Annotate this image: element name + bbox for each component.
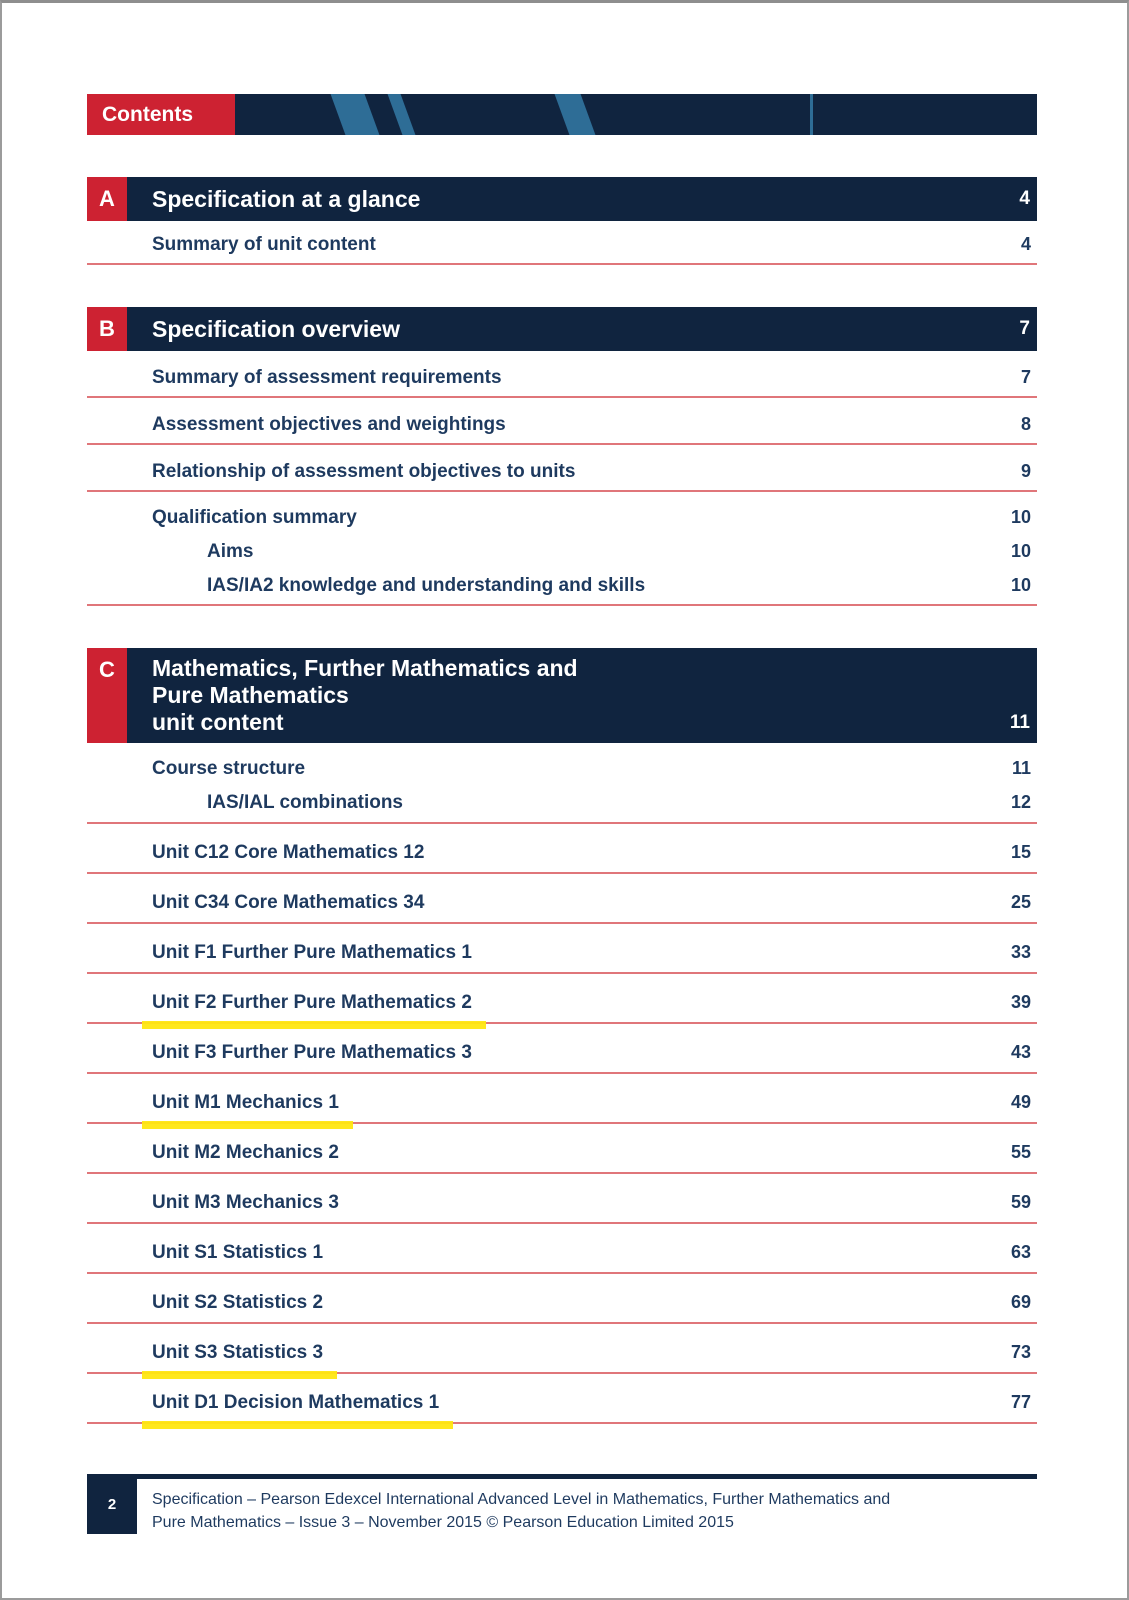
section-title: Mathematics, Further Mathematics and Pur… xyxy=(127,648,591,743)
section-letter-badge: C xyxy=(87,648,127,743)
contents-header-bar: Contents xyxy=(87,94,1037,135)
toc-item[interactable]: Unit C34 Core Mathematics 34 25 xyxy=(87,874,1037,924)
toc-item[interactable]: Unit F2 Further Pure Mathematics 2 39 xyxy=(87,974,1037,1029)
toc-item[interactable]: Qualification summary 10 xyxy=(87,492,1037,528)
section-b-bar: B Specification overview 7 xyxy=(87,307,1037,351)
toc-item[interactable]: Unit F3 Further Pure Mathematics 3 43 xyxy=(87,1024,1037,1074)
toc-item-label: Assessment objectives and weightings xyxy=(152,414,506,435)
section-letter-badge: A xyxy=(87,177,127,221)
toc-item-label: IAS/IAL combinations xyxy=(207,792,404,813)
toc-item[interactable]: Unit S3 Statistics 3 73 xyxy=(87,1324,1037,1379)
section-title-line: Specification overview xyxy=(152,315,400,342)
toc-item-page: 77 xyxy=(1010,1392,1031,1412)
section-b-items: Summary of assessment requirements 7 Ass… xyxy=(87,351,1037,606)
section-c: C Mathematics, Further Mathematics and P… xyxy=(87,648,1037,1429)
section-a: A Specification at a glance 4 Summary of… xyxy=(87,177,1037,265)
section-title: Specification overview xyxy=(127,307,591,351)
page-content: Contents A Specification at a glance 4 S… xyxy=(87,94,1037,1534)
toc-item[interactable]: Unit D1 Decision Mathematics 1 77 xyxy=(87,1374,1037,1429)
toc-item[interactable]: Unit M1 Mechanics 1 49 xyxy=(87,1074,1037,1129)
toc-item-label: Unit S3 Statistics 3 xyxy=(87,1342,338,1379)
toc-item-page: 25 xyxy=(1010,892,1031,912)
section-letter-badge: B xyxy=(87,307,127,351)
toc-item-label: Unit F2 Further Pure Mathematics 2 xyxy=(87,992,486,1029)
toc-item-page: 59 xyxy=(1010,1192,1031,1212)
toc-item-label: Unit S2 Statistics 2 xyxy=(152,1292,324,1313)
toc-item-page: 7 xyxy=(1020,367,1031,387)
toc-item-label: Unit S1 Statistics 1 xyxy=(152,1242,324,1263)
toc-item[interactable]: Unit S2 Statistics 2 69 xyxy=(87,1274,1037,1324)
toc-item-label: Relationship of assessment objectives to… xyxy=(152,461,576,482)
toc-item-label: Unit D1 Decision Mathematics 1 xyxy=(87,1392,454,1429)
decorative-stripe xyxy=(552,94,598,135)
toc-item-page: 39 xyxy=(1010,992,1031,1012)
toc-item-label: Unit F1 Further Pure Mathematics 1 xyxy=(152,942,472,963)
toc-item-page: 33 xyxy=(1010,942,1031,962)
toc-item-label: IAS/IA2 knowledge and understanding and … xyxy=(207,575,646,596)
toc-item-page: 4 xyxy=(1020,234,1031,254)
toc-item[interactable]: Unit C12 Core Mathematics 12 15 xyxy=(87,824,1037,874)
toc-item-label: Unit F3 Further Pure Mathematics 3 xyxy=(152,1042,472,1063)
section-title-line: Specification at a glance xyxy=(152,185,421,212)
toc-item[interactable]: Unit S1 Statistics 1 63 xyxy=(87,1224,1037,1274)
footer-page-number: 2 xyxy=(87,1474,137,1534)
page-footer: 2 Specification – Pearson Edexcel Intern… xyxy=(87,1474,1037,1534)
decorative-line xyxy=(810,94,813,135)
section-page-number: 11 xyxy=(1009,712,1030,733)
toc-item-page: 43 xyxy=(1010,1042,1031,1062)
section-title-line: Mathematics, Further Mathematics and Pur… xyxy=(152,655,578,708)
toc-item-page: 9 xyxy=(1020,461,1031,481)
toc-item-page: 10 xyxy=(1010,507,1031,527)
toc-item-label: Unit C34 Core Mathematics 34 xyxy=(152,892,425,913)
toc-item[interactable]: Course structure 11 xyxy=(87,743,1037,779)
toc-item-label: Unit M3 Mechanics 3 xyxy=(152,1192,339,1213)
section-c-items: Course structure 11 IAS/IAL combinations… xyxy=(87,743,1037,1429)
toc-item[interactable]: Aims 10 xyxy=(87,528,1037,562)
toc-item[interactable]: Summary of unit content 4 xyxy=(87,221,1037,265)
toc-item-page: 11 xyxy=(1011,758,1031,778)
toc-item[interactable]: Unit M2 Mechanics 2 55 xyxy=(87,1124,1037,1174)
toc-item[interactable]: IAS/IA2 knowledge and understanding and … xyxy=(87,562,1037,606)
toc-item-page: 73 xyxy=(1010,1342,1031,1362)
toc-item[interactable]: Unit M3 Mechanics 3 59 xyxy=(87,1174,1037,1224)
toc-item-page: 55 xyxy=(1010,1142,1031,1162)
toc-item[interactable]: Summary of assessment requirements 7 xyxy=(87,351,1037,398)
header-decoration-band xyxy=(235,94,1037,135)
decorative-stripe xyxy=(328,94,382,135)
section-b: B Specification overview 7 Summary of as… xyxy=(87,307,1037,606)
section-title: Specification at a glance xyxy=(127,177,591,221)
toc-item-page: 8 xyxy=(1020,414,1031,434)
toc-item-page: 69 xyxy=(1010,1292,1031,1312)
toc-item-label: Qualification summary xyxy=(152,507,357,528)
toc-item-label: Summary of assessment requirements xyxy=(152,367,502,388)
toc-item-page: 63 xyxy=(1010,1242,1031,1262)
toc-item[interactable]: Assessment objectives and weightings 8 xyxy=(87,398,1037,445)
footer-text-line: Pure Mathematics – Issue 3 – November 20… xyxy=(152,1514,734,1531)
toc-item-page: 10 xyxy=(1010,541,1031,561)
decorative-stripe xyxy=(385,94,418,135)
toc-item-page: 15 xyxy=(1010,842,1031,862)
section-a-items: Summary of unit content 4 xyxy=(87,221,1037,265)
toc-item[interactable]: Relationship of assessment objectives to… xyxy=(87,445,1037,492)
section-title-line: unit content xyxy=(152,709,284,735)
toc-item-label: Aims xyxy=(207,541,254,562)
toc-item-label: Course structure xyxy=(152,758,306,779)
contents-title: Contents xyxy=(87,94,235,135)
footer-text: Specification – Pearson Edexcel Internat… xyxy=(152,1479,1037,1534)
section-a-bar: A Specification at a glance 4 xyxy=(87,177,1037,221)
toc-item-label: Unit C12 Core Mathematics 12 xyxy=(152,842,425,863)
toc-item-label: Unit M2 Mechanics 2 xyxy=(152,1142,339,1163)
footer-text-line: Specification – Pearson Edexcel Internat… xyxy=(152,1491,891,1508)
section-c-bar: C Mathematics, Further Mathematics and P… xyxy=(87,648,1037,743)
toc-item[interactable]: Unit F1 Further Pure Mathematics 1 33 xyxy=(87,924,1037,974)
section-page-number: 7 xyxy=(1019,318,1030,339)
toc-item[interactable]: IAS/IAL combinations 12 xyxy=(87,779,1037,824)
toc-item-page: 12 xyxy=(1010,792,1031,812)
toc-item-label: Summary of unit content xyxy=(152,234,376,255)
section-page-number: 4 xyxy=(1019,188,1030,209)
toc-item-label: Unit M1 Mechanics 1 xyxy=(87,1092,353,1129)
toc-item-page: 49 xyxy=(1010,1092,1031,1112)
toc-item-page: 10 xyxy=(1010,575,1031,595)
